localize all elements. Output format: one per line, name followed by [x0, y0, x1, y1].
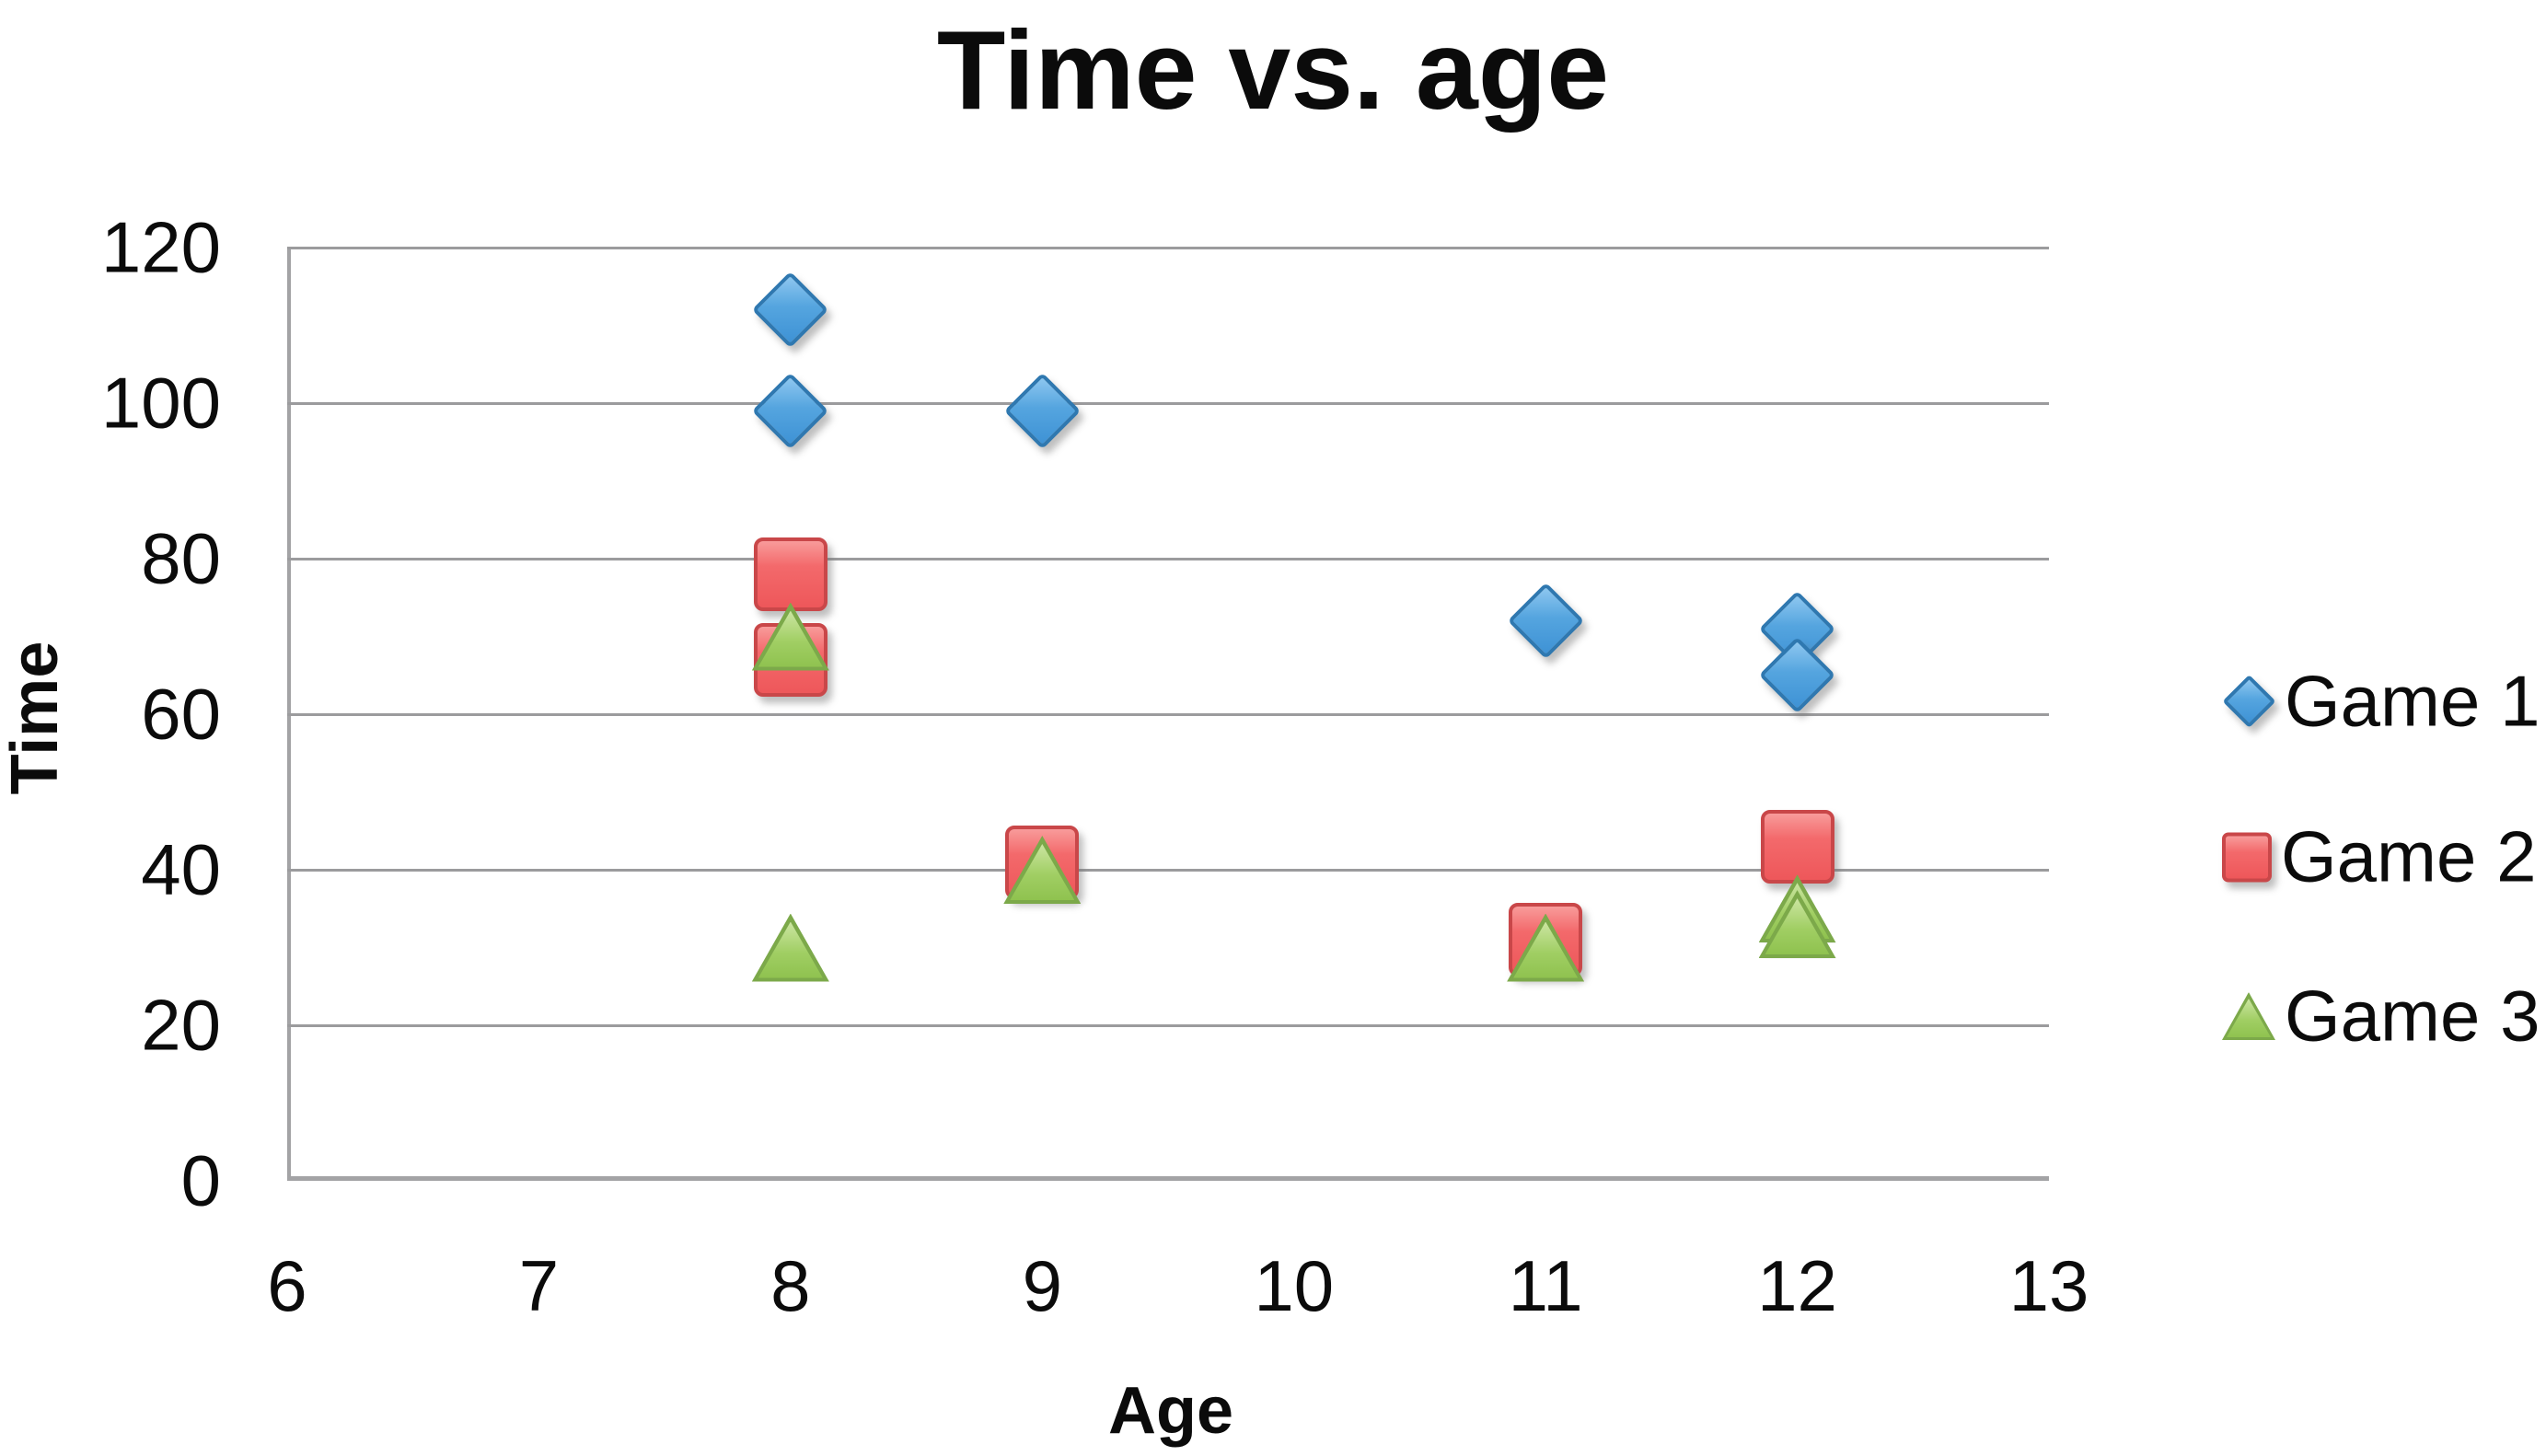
- legend-marker-square-icon: [2222, 832, 2272, 882]
- gridline-y-60: [287, 713, 2049, 716]
- diamond-icon: [752, 372, 829, 450]
- data-point-game-1: [752, 372, 829, 450]
- diamond-icon: [752, 271, 829, 349]
- gridline-y-100: [287, 402, 2049, 405]
- data-point-game-3: [1003, 836, 1082, 904]
- triangle-icon: [1003, 836, 1082, 904]
- x-axis-title: Age: [1107, 1374, 1234, 1448]
- diamond-icon: [1507, 582, 1584, 660]
- y-tick-label-60: 60: [141, 673, 221, 755]
- triangle-icon: [1758, 890, 1836, 959]
- data-point-game-3: [751, 913, 829, 982]
- square-icon: [1760, 809, 1834, 884]
- chart-title: Time vs. age: [936, 7, 1610, 133]
- legend-marker-triangle-icon: [2222, 992, 2275, 1040]
- y-tick-label-80: 80: [141, 517, 221, 599]
- x-tick-label-8: 8: [770, 1245, 811, 1326]
- data-point-game-3: [751, 602, 829, 671]
- data-point-game-1: [1507, 582, 1584, 660]
- triangle-icon: [751, 602, 829, 671]
- legend-item-game-2: Game 2: [2222, 815, 2536, 899]
- diamond-icon: [1758, 637, 1836, 714]
- x-tick-label-7: 7: [518, 1245, 560, 1326]
- gridline-y-40: [287, 869, 2049, 872]
- legend-label: Game 1: [2285, 660, 2540, 742]
- y-tick-label-20: 20: [141, 984, 221, 1066]
- plot-area: [287, 247, 2049, 1181]
- data-point-game-1: [1758, 637, 1836, 714]
- y-tick-label-0: 0: [180, 1139, 221, 1221]
- gridline-y-120: [287, 247, 2049, 249]
- diamond-icon: [2222, 675, 2275, 728]
- legend-item-game-3: Game 3: [2222, 975, 2540, 1058]
- y-tick-label-40: 40: [141, 828, 221, 910]
- triangle-icon: [751, 913, 829, 982]
- x-tick-label-11: 11: [1508, 1245, 1583, 1326]
- x-tick-label-6: 6: [267, 1245, 307, 1326]
- x-tick-label-12: 12: [1757, 1245, 1837, 1326]
- square-icon: [753, 537, 827, 611]
- y-tick-label-120: 120: [100, 206, 221, 288]
- gridline-y-20: [287, 1024, 2049, 1027]
- data-point-game-3: [1507, 913, 1585, 982]
- triangle-icon: [1507, 913, 1585, 982]
- data-point-game-1: [1003, 372, 1082, 450]
- legend-item-game-1: Game 1: [2222, 660, 2540, 744]
- data-point-game-1: [752, 271, 829, 349]
- legend-label: Game 2: [2281, 815, 2537, 897]
- data-point-game-2: [753, 537, 827, 611]
- diamond-icon: [1003, 372, 1082, 450]
- data-point-game-2: [1760, 809, 1834, 884]
- y-tick-label-100: 100: [100, 362, 221, 444]
- legend-label: Game 3: [2285, 975, 2540, 1057]
- data-point-game-3: [1758, 890, 1836, 959]
- x-tick-label-13: 13: [2008, 1245, 2089, 1326]
- legend-marker-diamond-icon: [2222, 675, 2275, 728]
- gridline-y-80: [287, 558, 2049, 560]
- x-tick-label-10: 10: [1254, 1245, 1335, 1326]
- x-tick-label-9: 9: [1022, 1245, 1062, 1326]
